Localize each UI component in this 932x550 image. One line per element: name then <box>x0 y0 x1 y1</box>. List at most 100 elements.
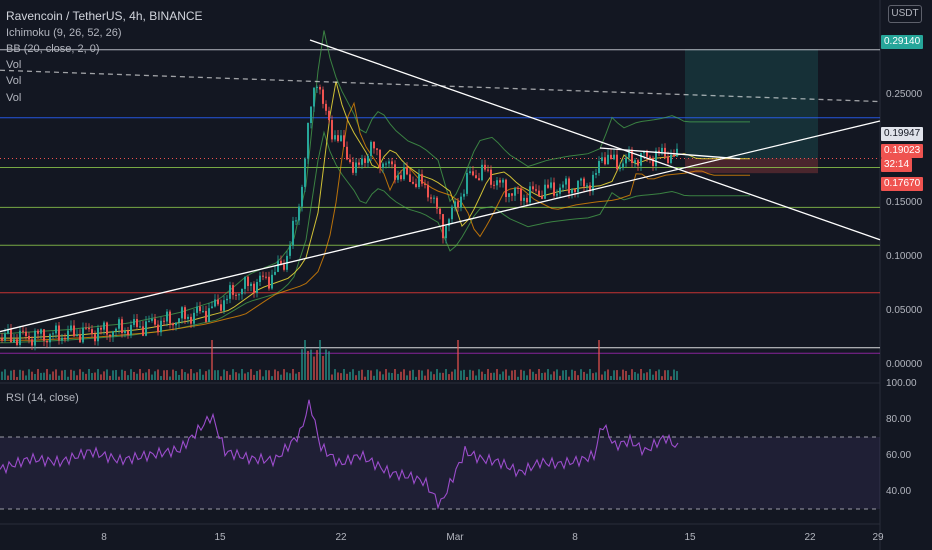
volume-bar <box>352 369 354 380</box>
volume-bar <box>55 369 57 380</box>
candlesticks <box>1 84 678 351</box>
bb-legend[interactable]: BB (20, close, 2, 0) <box>6 43 100 55</box>
volume-bar <box>313 356 315 380</box>
volume-bar <box>166 370 168 380</box>
candle-body <box>31 339 33 346</box>
volume-bar <box>559 375 561 380</box>
ichimoku-legend[interactable]: Ichimoku (9, 26, 52, 26) <box>6 27 122 39</box>
candle-body <box>226 298 228 301</box>
volume-bar <box>85 373 87 380</box>
candle-body <box>415 183 417 187</box>
volume-bar <box>412 369 414 380</box>
volume-bar <box>340 373 342 380</box>
volume-bar <box>31 371 33 380</box>
volume-bar <box>655 371 657 380</box>
candle-body <box>487 169 489 171</box>
volume-bar <box>334 369 336 380</box>
price-axis[interactable]: 0.300000.250000.200000.150000.100000.050… <box>886 35 923 497</box>
volume-bar <box>151 374 153 380</box>
candle-body <box>223 300 225 311</box>
candle-body <box>523 197 525 201</box>
candle-body <box>562 184 564 188</box>
candle-body <box>10 329 12 343</box>
volume-bar <box>214 370 216 380</box>
volume-bar <box>331 374 333 380</box>
candle-body <box>235 294 237 296</box>
candle-body <box>244 276 246 289</box>
volume-bar <box>568 376 570 380</box>
candle-body <box>373 141 375 149</box>
candle-body <box>424 183 426 185</box>
volume-bar <box>427 369 429 380</box>
candle-body <box>634 160 636 164</box>
volume-bar <box>337 372 339 380</box>
volume-bar <box>520 369 522 380</box>
volume-bar <box>49 374 51 380</box>
volume-bar <box>7 375 9 380</box>
candle-body <box>664 147 666 157</box>
vol-legend-3[interactable]: Vol <box>6 92 22 104</box>
volume-bars <box>1 340 678 380</box>
trendlines[interactable] <box>0 39 881 333</box>
currency-selector[interactable]: USDT <box>888 5 922 23</box>
candle-body <box>418 174 420 187</box>
candle-body <box>589 185 591 192</box>
volume-bar <box>25 375 27 380</box>
loss-zone <box>685 158 818 174</box>
candle-body <box>472 171 474 176</box>
volume-bar <box>379 371 381 380</box>
volume-bar <box>283 369 285 380</box>
candle-body <box>676 148 678 157</box>
long-position-box[interactable] <box>685 49 818 174</box>
volume-bar <box>184 372 186 380</box>
candle-body <box>364 158 366 163</box>
volume-bar <box>607 369 609 380</box>
volume-bar <box>475 375 477 380</box>
time-axis[interactable]: 8 15 22 Mar 8 15 22 29 <box>101 532 884 543</box>
volume-bar <box>553 371 555 380</box>
volume-bar <box>538 369 540 380</box>
candle-body <box>670 154 672 163</box>
time-tick-label: 15 <box>684 532 696 543</box>
candle-body <box>64 337 66 340</box>
ichimoku-base <box>0 81 750 339</box>
volume-bar <box>409 370 411 380</box>
volume-bar <box>586 373 588 380</box>
candle-body <box>139 326 141 328</box>
candle-body <box>550 182 552 188</box>
volume-bar <box>616 370 618 380</box>
candle-body <box>46 340 48 343</box>
volume-bar <box>370 370 372 380</box>
candle-body <box>352 162 354 173</box>
candle-body <box>13 339 15 343</box>
candle-body <box>70 325 72 331</box>
volume-bar <box>508 375 510 380</box>
volume-bar <box>61 370 63 380</box>
candle-body <box>295 220 297 222</box>
vol-legend-2[interactable]: Vol <box>6 75 22 87</box>
volume-bar <box>145 372 147 380</box>
volume-bar <box>124 370 126 380</box>
volume-bar <box>160 376 162 380</box>
volume-bar <box>595 372 597 380</box>
volume-bar <box>97 369 99 380</box>
volume-bar <box>604 371 606 380</box>
volume-bar <box>277 371 279 380</box>
volume-bar <box>361 369 363 380</box>
volume-bar <box>514 369 516 380</box>
candle-body <box>100 327 102 330</box>
volume-bar <box>52 371 54 380</box>
volume-bar <box>262 376 264 380</box>
candle-body <box>103 322 105 330</box>
volume-bar <box>496 369 498 380</box>
volume-bar <box>238 373 240 380</box>
candle-body <box>172 323 174 326</box>
volume-bar <box>415 376 417 380</box>
volume-bar <box>91 373 93 380</box>
volume-bar <box>208 369 210 380</box>
rsi-legend[interactable]: RSI (14, close) <box>6 392 79 404</box>
candle-body <box>652 158 654 167</box>
volume-bar <box>670 376 672 380</box>
vol-legend-1[interactable]: Vol <box>6 59 22 71</box>
